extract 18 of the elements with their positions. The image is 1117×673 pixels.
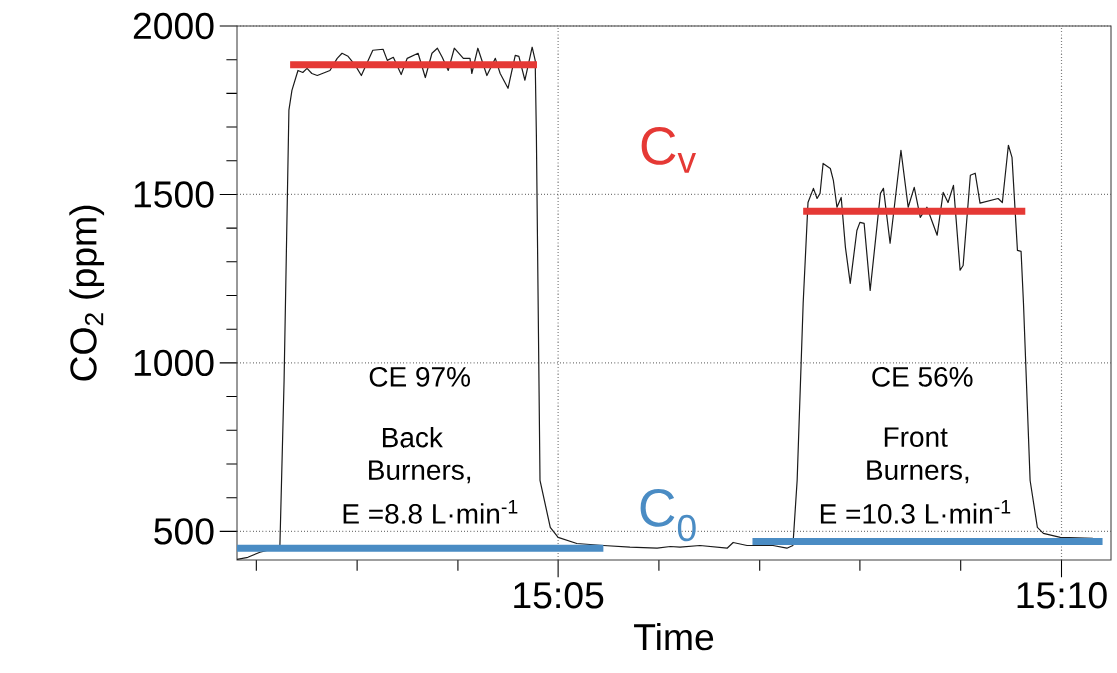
- annotation: E =10.3 L·min$^{-1}$: [820, 500, 1011, 524]
- y-tick-label: 2000: [133, 12, 214, 40]
- y-tick-label: 1500: [134, 181, 214, 208]
- annotation: Back: [382, 426, 443, 448]
- y-axis-title: CO$_{2}$ (ppm): [69, 205, 105, 381]
- x-tick-label: 15:10: [1017, 582, 1107, 609]
- y-tick-label: 500: [154, 518, 214, 545]
- annotation: Burners,: [867, 460, 969, 484]
- annotation: Burners,: [369, 460, 471, 484]
- x-tick-label: 15:05: [514, 582, 604, 609]
- series-label: C$_{0}$: [640, 489, 696, 542]
- x-axis-title: Time: [634, 622, 714, 651]
- y-tick-label: 1000: [134, 349, 214, 377]
- annotation: CE 97%: [369, 366, 470, 387]
- text: C$_{v}$: [641, 127, 696, 173]
- annotation: E =8.8 L·min$^{-1}$: [343, 500, 518, 524]
- annotation: Front: [884, 427, 948, 447]
- annotation: CE 56%: [872, 366, 973, 387]
